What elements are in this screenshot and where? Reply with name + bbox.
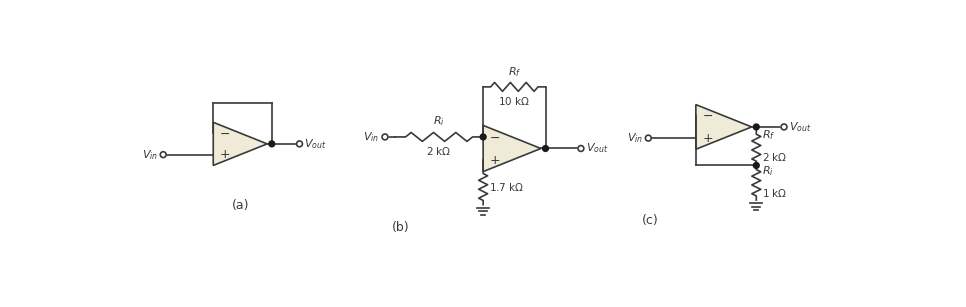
Circle shape [578, 146, 583, 151]
Circle shape [160, 152, 166, 157]
Text: $V_{in}$: $V_{in}$ [142, 148, 157, 161]
Text: $R_f$: $R_f$ [507, 65, 521, 79]
Circle shape [753, 124, 759, 130]
Circle shape [297, 141, 302, 147]
Circle shape [543, 146, 549, 151]
Text: $R_f$: $R_f$ [762, 128, 776, 142]
Text: $V_{out}$: $V_{out}$ [585, 142, 609, 155]
Circle shape [382, 134, 388, 140]
Text: $V_{out}$: $V_{out}$ [788, 120, 811, 134]
Circle shape [480, 134, 486, 140]
Polygon shape [213, 122, 268, 165]
Text: 1.7 k$\Omega$: 1.7 k$\Omega$ [490, 181, 524, 193]
Circle shape [269, 141, 274, 147]
Text: (a): (a) [232, 199, 249, 212]
Circle shape [753, 162, 759, 168]
Text: 1 k$\Omega$: 1 k$\Omega$ [762, 187, 788, 199]
Text: $V_{in}$: $V_{in}$ [363, 130, 380, 144]
Text: $+$: $+$ [490, 154, 500, 166]
Text: (c): (c) [642, 214, 659, 227]
Text: 2 k$\Omega$: 2 k$\Omega$ [762, 151, 788, 163]
Text: $+$: $+$ [702, 132, 713, 145]
Text: $V_{in}$: $V_{in}$ [627, 131, 643, 145]
Text: $-$: $-$ [490, 130, 500, 143]
Text: $V_{out}$: $V_{out}$ [304, 137, 327, 151]
Text: 2 k$\Omega$: 2 k$\Omega$ [426, 146, 452, 157]
Circle shape [645, 135, 651, 141]
Circle shape [781, 124, 787, 130]
Text: $R_i$: $R_i$ [433, 115, 445, 128]
Text: $R_i$: $R_i$ [762, 164, 775, 178]
Text: $+$: $+$ [218, 148, 230, 161]
Text: $-$: $-$ [702, 109, 713, 122]
Polygon shape [696, 105, 752, 149]
Text: 10 k$\Omega$: 10 k$\Omega$ [498, 95, 530, 107]
Text: $-$: $-$ [218, 126, 230, 140]
Text: (b): (b) [391, 220, 410, 234]
Polygon shape [483, 125, 541, 172]
